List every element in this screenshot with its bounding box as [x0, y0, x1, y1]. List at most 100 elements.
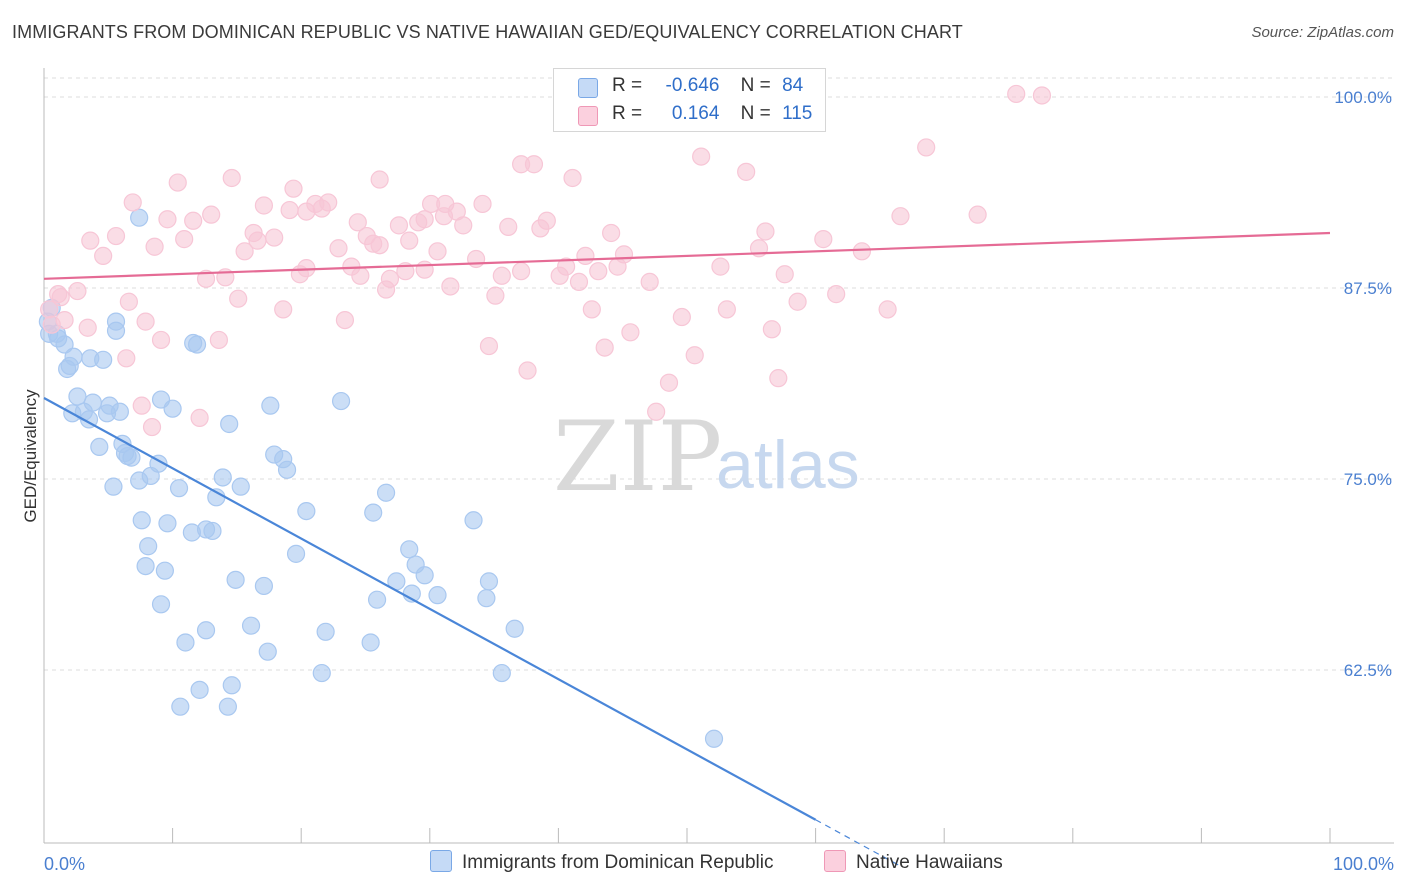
data-point — [64, 347, 83, 366]
data-point — [1032, 86, 1052, 105]
data-point — [106, 312, 126, 331]
data-point — [704, 729, 724, 748]
data-point — [231, 477, 250, 496]
data-point — [415, 566, 434, 585]
data-point — [351, 266, 370, 285]
data-point — [81, 231, 100, 250]
data-point — [68, 387, 87, 406]
data-point — [79, 410, 99, 429]
data-point — [222, 168, 241, 188]
legend-r-label: R = — [612, 103, 643, 124]
y-axis-label: GED/Equivalency — [21, 389, 40, 523]
y-tick-label: 87.5% — [1344, 279, 1392, 298]
legend-n-label: N = — [740, 75, 771, 96]
data-point — [51, 288, 70, 307]
data-point — [595, 338, 614, 357]
data-point — [512, 262, 531, 281]
data-point — [176, 633, 195, 652]
data-point — [319, 193, 338, 212]
trend-lines — [43, 231, 1331, 866]
data-point — [209, 330, 228, 350]
data-point — [136, 556, 155, 576]
chart-title: IMMIGRANTS FROM DOMINICAN REPUBLIC VS NA… — [12, 22, 963, 42]
data-point — [158, 210, 177, 229]
correlation-legend: R = -0.646 N = 84 R = 0.164 N = 115 — [553, 68, 826, 132]
data-point — [367, 590, 387, 609]
data-point — [415, 210, 434, 229]
data-point — [762, 320, 781, 339]
data-point — [454, 216, 473, 235]
data-point — [492, 663, 511, 683]
data-point — [331, 391, 351, 411]
trend-line-extension — [815, 819, 900, 866]
data-point — [711, 257, 730, 276]
data-point — [769, 369, 788, 388]
data-point — [1007, 84, 1026, 104]
trend-line — [43, 231, 1331, 280]
data-point — [479, 336, 499, 356]
data-point — [145, 237, 164, 256]
y-tick-label: 75.0% — [1344, 470, 1392, 489]
data-point — [563, 168, 582, 188]
data-point — [171, 697, 190, 716]
data-point — [286, 544, 306, 563]
data-point — [852, 242, 871, 261]
data-point — [659, 373, 679, 392]
data-point — [280, 200, 299, 220]
data-point — [499, 217, 518, 236]
data-point — [692, 147, 711, 166]
data-point — [917, 138, 936, 157]
data-point — [428, 242, 447, 261]
data-point — [184, 211, 203, 230]
trend-line — [43, 397, 817, 821]
data-point — [202, 205, 221, 224]
data-point — [119, 292, 138, 311]
data-point — [284, 179, 303, 198]
series-hawaiian-points — [40, 84, 1052, 437]
data-point — [569, 272, 589, 291]
y-tick-labels: 100.0% 87.5% 75.0% 62.5% — [1334, 88, 1392, 680]
data-point — [614, 245, 634, 264]
data-point — [220, 414, 239, 434]
data-point — [376, 483, 396, 502]
data-point — [370, 236, 389, 255]
data-point — [241, 616, 261, 635]
data-point — [576, 246, 595, 266]
legend-r-value: -0.646 — [665, 75, 720, 96]
data-point — [55, 310, 74, 330]
data-point — [473, 194, 492, 214]
data-point — [537, 211, 556, 230]
data-point — [477, 589, 496, 608]
data-point — [518, 361, 537, 380]
data-point — [258, 642, 277, 661]
data-point — [878, 300, 897, 319]
watermark-zip: ZIP — [553, 401, 722, 513]
data-point — [756, 222, 775, 241]
data-point — [136, 312, 155, 331]
data-point — [775, 265, 794, 284]
x-tick-label-min: 0.0% — [44, 854, 85, 874]
data-point — [274, 300, 293, 319]
data-point — [441, 277, 460, 296]
data-point — [139, 537, 158, 556]
data-point — [110, 402, 129, 421]
data-point — [168, 173, 187, 192]
data-point — [81, 349, 100, 368]
bottom-legend-label-hawaiian: Native Hawaiians — [856, 852, 1003, 873]
data-point — [380, 269, 400, 288]
data-point — [464, 511, 483, 530]
data-point — [155, 561, 174, 580]
data-point — [123, 193, 142, 212]
legend-swatch-dominican — [578, 78, 598, 98]
source-attribution: Source: ZipAtlas.com — [1251, 24, 1394, 41]
x-tick-label-max: 100.0% — [1333, 854, 1394, 874]
data-point — [196, 269, 216, 288]
data-point — [94, 246, 113, 266]
data-point — [248, 231, 267, 250]
data-point — [335, 310, 355, 330]
bottom-legend-dominican: Immigrants from Dominican Republic — [430, 850, 774, 874]
data-point — [415, 260, 434, 279]
data-point — [827, 285, 846, 304]
data-point — [218, 697, 237, 716]
